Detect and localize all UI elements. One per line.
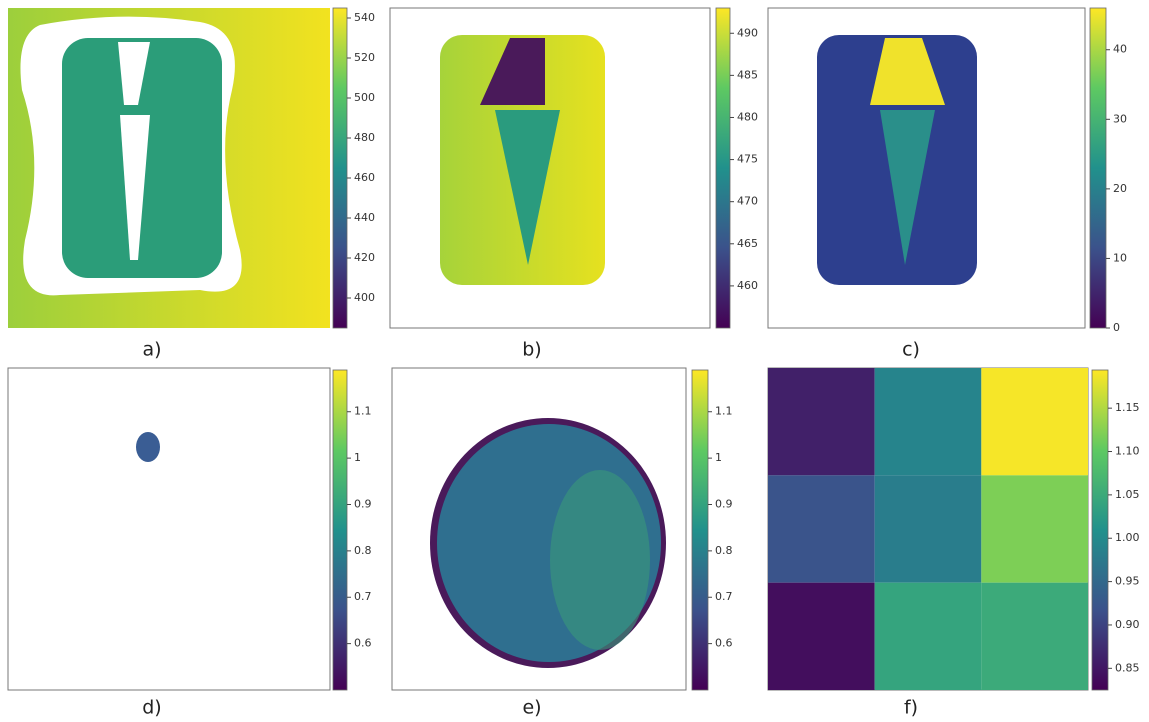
heatmap-cell xyxy=(768,475,875,582)
page: {"chart_data": [ {"type": "image", "labe… xyxy=(0,0,1149,722)
colorbar-tick-label: 1 xyxy=(354,451,361,464)
heatmap-cell xyxy=(981,475,1088,582)
colorbar-tick-label: 1.00 xyxy=(1115,531,1140,544)
heatmap-cell xyxy=(875,368,982,475)
colorbar xyxy=(333,370,347,690)
colorbar-tick-label: 520 xyxy=(354,51,375,64)
colorbar-tick-label: 540 xyxy=(354,11,375,24)
colorbar-tick-label: 480 xyxy=(737,110,758,123)
image-c xyxy=(768,8,1085,328)
colorbar-tick-label: 0.7 xyxy=(715,590,733,603)
colorbar-tick-label: 480 xyxy=(354,131,375,144)
colorbar-tick-label: 10 xyxy=(1113,251,1127,264)
heatmap-cell xyxy=(768,368,875,475)
image-e xyxy=(392,368,686,690)
colorbar-tick-label: 420 xyxy=(354,251,375,264)
colorbar-tick-label: 460 xyxy=(737,279,758,292)
colorbar-tick-label: 0.6 xyxy=(354,637,372,650)
colorbar-tick-label: 490 xyxy=(737,26,758,39)
colorbar-tick-label: 465 xyxy=(737,237,758,250)
panel-label: f) xyxy=(904,697,918,719)
colorbar-tick-label: 400 xyxy=(354,291,375,304)
colorbar-tick-label: 0.8 xyxy=(354,544,372,557)
colorbar-tick-label: 0.9 xyxy=(715,497,733,510)
heatmap-cell xyxy=(875,475,982,582)
figure: 400420440460480500520540a)46046547047548… xyxy=(0,0,1149,722)
colorbar-tick-label: 0.90 xyxy=(1115,618,1140,631)
colorbar-tick-label: 1 xyxy=(715,451,722,464)
heatmap-cell xyxy=(875,583,982,690)
heatmap-cell xyxy=(768,583,875,690)
image-b xyxy=(390,8,710,328)
colorbar-tick-label: 0.6 xyxy=(715,637,733,650)
colorbar-tick-label: 0.8 xyxy=(715,544,733,557)
colorbar xyxy=(333,8,347,328)
colorbar-tick-label: 470 xyxy=(737,195,758,208)
panel-label: c) xyxy=(902,339,920,361)
heatmap-cell xyxy=(981,583,1088,690)
panel-label: e) xyxy=(522,697,541,719)
colorbar xyxy=(716,8,730,328)
colorbar-tick-label: 20 xyxy=(1113,182,1127,195)
colorbar-tick-label: 0.9 xyxy=(354,497,372,510)
colorbar-tick-label: 440 xyxy=(354,211,375,224)
colorbar-tick-label: 0.95 xyxy=(1115,575,1140,588)
heatmap-cell xyxy=(981,368,1088,475)
colorbar-tick-label: 30 xyxy=(1113,112,1127,125)
image-a xyxy=(8,8,330,328)
panel-label: d) xyxy=(142,697,161,719)
colorbar xyxy=(692,370,708,690)
image-d xyxy=(8,368,330,690)
colorbar xyxy=(1090,8,1106,328)
colorbar-tick-label: 475 xyxy=(737,153,758,166)
colorbar-tick-label: 1.05 xyxy=(1115,488,1140,501)
colorbar-tick-label: 1.1 xyxy=(715,405,733,418)
colorbar-tick-label: 1.10 xyxy=(1115,445,1140,458)
colorbar-tick-label: 0 xyxy=(1113,321,1120,334)
panel-label: a) xyxy=(142,339,161,361)
colorbar-tick-label: 485 xyxy=(737,68,758,81)
colorbar-tick-label: 40 xyxy=(1113,43,1127,56)
panel-label: b) xyxy=(522,339,541,361)
colorbar-tick-label: 1.15 xyxy=(1115,401,1140,414)
colorbar-tick-label: 460 xyxy=(354,171,375,184)
colorbar xyxy=(1092,370,1108,690)
colorbar-tick-label: 1.1 xyxy=(354,405,372,418)
colorbar-tick-label: 0.7 xyxy=(354,590,372,603)
colorbar-tick-label: 0.85 xyxy=(1115,661,1140,674)
colorbar-tick-label: 500 xyxy=(354,91,375,104)
